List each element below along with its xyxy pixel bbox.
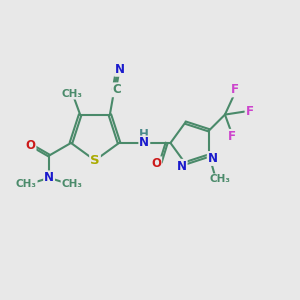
- Text: F: F: [231, 83, 239, 96]
- Text: S: S: [90, 154, 100, 167]
- Text: H: H: [140, 128, 149, 141]
- Text: CH₃: CH₃: [61, 179, 82, 189]
- Text: CH₃: CH₃: [16, 179, 37, 189]
- Text: N: N: [139, 136, 149, 149]
- Text: O: O: [26, 140, 35, 152]
- Text: CH₃: CH₃: [209, 174, 230, 184]
- Text: O: O: [151, 157, 161, 170]
- Text: N: N: [115, 63, 125, 76]
- Text: N: N: [44, 171, 54, 184]
- Text: C: C: [112, 83, 121, 96]
- Text: N: N: [177, 160, 187, 173]
- Text: CH₃: CH₃: [61, 89, 82, 99]
- Text: N: N: [208, 152, 218, 165]
- Text: F: F: [228, 130, 236, 143]
- Text: F: F: [246, 105, 254, 118]
